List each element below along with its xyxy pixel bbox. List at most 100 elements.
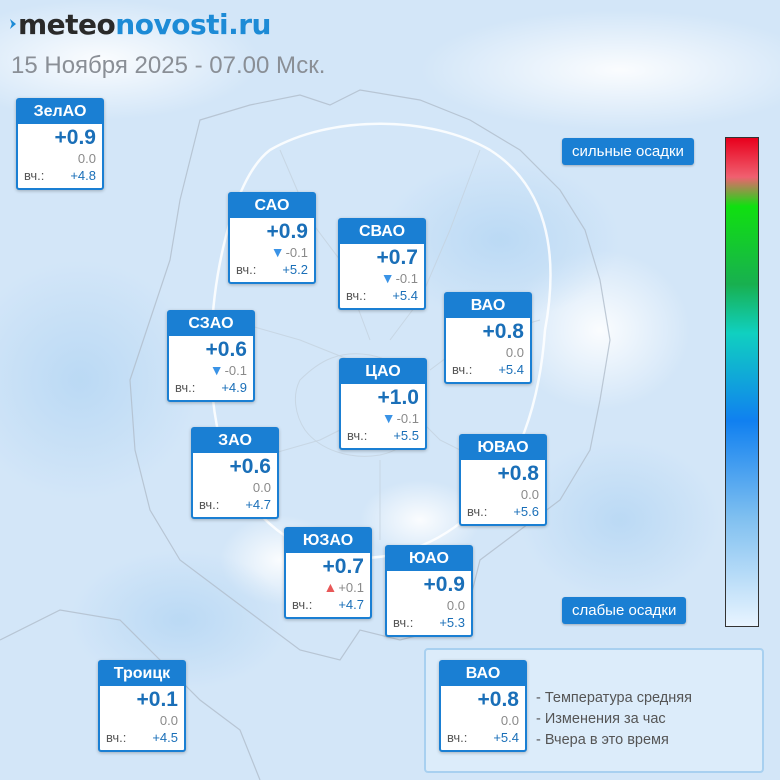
district-card-cao[interactable]: ЦАО +1.0 ▼-0.1 вч.: +5.5 [339, 358, 427, 450]
district-temp: +0.8 [497, 462, 539, 485]
precipitation-scale-bar [725, 137, 759, 627]
logo-text-meteo: meteo [18, 8, 116, 41]
district-change: ▼-0.1 [169, 362, 253, 379]
yesterday-label: вч.: [199, 497, 220, 512]
change-value: -0.1 [396, 411, 419, 426]
change-value: 0.0 [446, 598, 465, 613]
district-temp: +0.6 [229, 455, 271, 478]
yesterday-value: +4.7 [245, 497, 271, 512]
district-yesterday: вч.: +5.4 [441, 729, 525, 750]
district-change: 0.0 [193, 479, 277, 496]
district-name: САО [230, 194, 314, 218]
yesterday-label: вч.: [447, 730, 468, 745]
yesterday-label: вч.: [393, 615, 414, 630]
yesterday-label: вч.: [346, 288, 367, 303]
district-change: 0.0 [446, 344, 530, 361]
district-change: 0.0 [461, 486, 545, 503]
district-name: Троицк [100, 662, 184, 686]
district-temp: +0.1 [136, 688, 178, 711]
yesterday-label: вч.: [24, 168, 45, 183]
district-name: ЮВАО [461, 436, 545, 460]
scale-label-heavy: сильные осадки [562, 138, 694, 165]
yesterday-value: +4.9 [221, 380, 247, 395]
yesterday-value: +4.8 [70, 168, 96, 183]
district-card-yuvao[interactable]: ЮВАО +0.8 0.0 вч.: +5.6 [459, 434, 547, 526]
change-value: -0.1 [224, 363, 247, 378]
district-name: ВАО [446, 294, 530, 318]
yesterday-value: +5.5 [393, 428, 419, 443]
district-change: ▲+0.1 [286, 579, 370, 596]
change-value: 0.0 [159, 713, 178, 728]
district-card-svao[interactable]: СВАО +0.7 ▼-0.1 вч.: +5.4 [338, 218, 426, 310]
yesterday-value: +4.7 [338, 597, 364, 612]
change-value: -0.1 [395, 271, 418, 286]
district-change: ▼-0.1 [341, 410, 425, 427]
legend-item-yesterday: - Вчера в это время [536, 732, 669, 748]
trend-up-icon: ▲ [323, 579, 338, 595]
district-name: ЗАО [193, 429, 277, 453]
district-change: 0.0 [100, 712, 184, 729]
district-yesterday: вч.: +5.6 [461, 503, 545, 524]
yesterday-label: вч.: [347, 428, 368, 443]
district-temp: +0.7 [376, 246, 418, 269]
district-name: ВАО [441, 662, 525, 686]
district-card-sao[interactable]: САО +0.9 ▼-0.1 вч.: +5.2 [228, 192, 316, 284]
legend-box: ВАО +0.8 0.0 вч.: +5.4 - Температура сред… [424, 648, 764, 773]
district-temp: +0.9 [54, 126, 96, 149]
district-change: 0.0 [387, 597, 471, 614]
legend-list: - Температура средняя - Изменения за час… [536, 688, 692, 751]
trend-down-icon: ▼ [209, 362, 224, 378]
yesterday-label: вч.: [467, 504, 488, 519]
district-yesterday: вч.: +4.9 [169, 379, 253, 400]
district-temp: +0.9 [266, 220, 308, 243]
change-value: 0.0 [252, 480, 271, 495]
district-card-vao[interactable]: ВАО +0.8 0.0 вч.: +5.4 [444, 292, 532, 384]
district-yesterday: вч.: +4.7 [286, 596, 370, 617]
district-name: ЗелАО [18, 100, 102, 124]
yesterday-value: +4.5 [152, 730, 178, 745]
yesterday-label: вч.: [292, 597, 313, 612]
district-card-szao[interactable]: СЗАО +0.6 ▼-0.1 вч.: +4.9 [167, 310, 255, 402]
yesterday-value: +5.3 [439, 615, 465, 630]
yesterday-label: вч.: [236, 262, 257, 277]
district-name: СВАО [340, 220, 424, 244]
logo-mark-icon [10, 19, 16, 29]
district-card-troitsk[interactable]: Троицк +0.1 0.0 вч.: +4.5 [98, 660, 186, 752]
district-yesterday: вч.: +4.5 [100, 729, 184, 750]
district-change: 0.0 [18, 150, 102, 167]
yesterday-value: +5.6 [513, 504, 539, 519]
district-yesterday: вч.: +5.5 [341, 427, 425, 448]
trend-down-icon: ▼ [380, 270, 395, 286]
change-value: 0.0 [520, 487, 539, 502]
logo-text-novosti: novosti.ru [115, 8, 271, 41]
district-card-zelao[interactable]: ЗелАО +0.9 0.0 вч.: +4.8 [16, 98, 104, 190]
yesterday-label: вч.: [106, 730, 127, 745]
change-value: +0.1 [338, 580, 364, 595]
district-change: ▼-0.1 [340, 270, 424, 287]
trend-down-icon: ▼ [270, 244, 285, 260]
district-temp: +0.9 [423, 573, 465, 596]
district-yesterday: вч.: +5.4 [446, 361, 530, 382]
district-card-yuao[interactable]: ЮАО +0.9 0.0 вч.: +5.3 [385, 545, 473, 637]
district-name: СЗАО [169, 312, 253, 336]
yesterday-value: +5.4 [493, 730, 519, 745]
site-logo[interactable]: meteonovosti.ru [10, 8, 271, 41]
district-change: ▼-0.1 [230, 244, 314, 261]
district-temp: +0.7 [322, 555, 364, 578]
district-temp: +0.8 [477, 688, 519, 711]
district-yesterday: вч.: +5.2 [230, 261, 314, 282]
district-yesterday: вч.: +4.7 [193, 496, 277, 517]
legend-item-temp: - Температура средняя [536, 690, 692, 706]
change-value: -0.1 [285, 245, 308, 260]
district-name: ЮЗАО [286, 529, 370, 553]
change-value: 0.0 [77, 151, 96, 166]
yesterday-label: вч.: [175, 380, 196, 395]
yesterday-value: +5.4 [498, 362, 524, 377]
legend-sample-card: ВАО +0.8 0.0 вч.: +5.4 [439, 660, 527, 752]
district-card-zao[interactable]: ЗАО +0.6 0.0 вч.: +4.7 [191, 427, 279, 519]
district-temp: +0.8 [482, 320, 524, 343]
yesterday-value: +5.2 [282, 262, 308, 277]
district-card-yuzao[interactable]: ЮЗАО +0.7 ▲+0.1 вч.: +4.7 [284, 527, 372, 619]
district-yesterday: вч.: +5.3 [387, 614, 471, 635]
change-value: 0.0 [500, 713, 519, 728]
